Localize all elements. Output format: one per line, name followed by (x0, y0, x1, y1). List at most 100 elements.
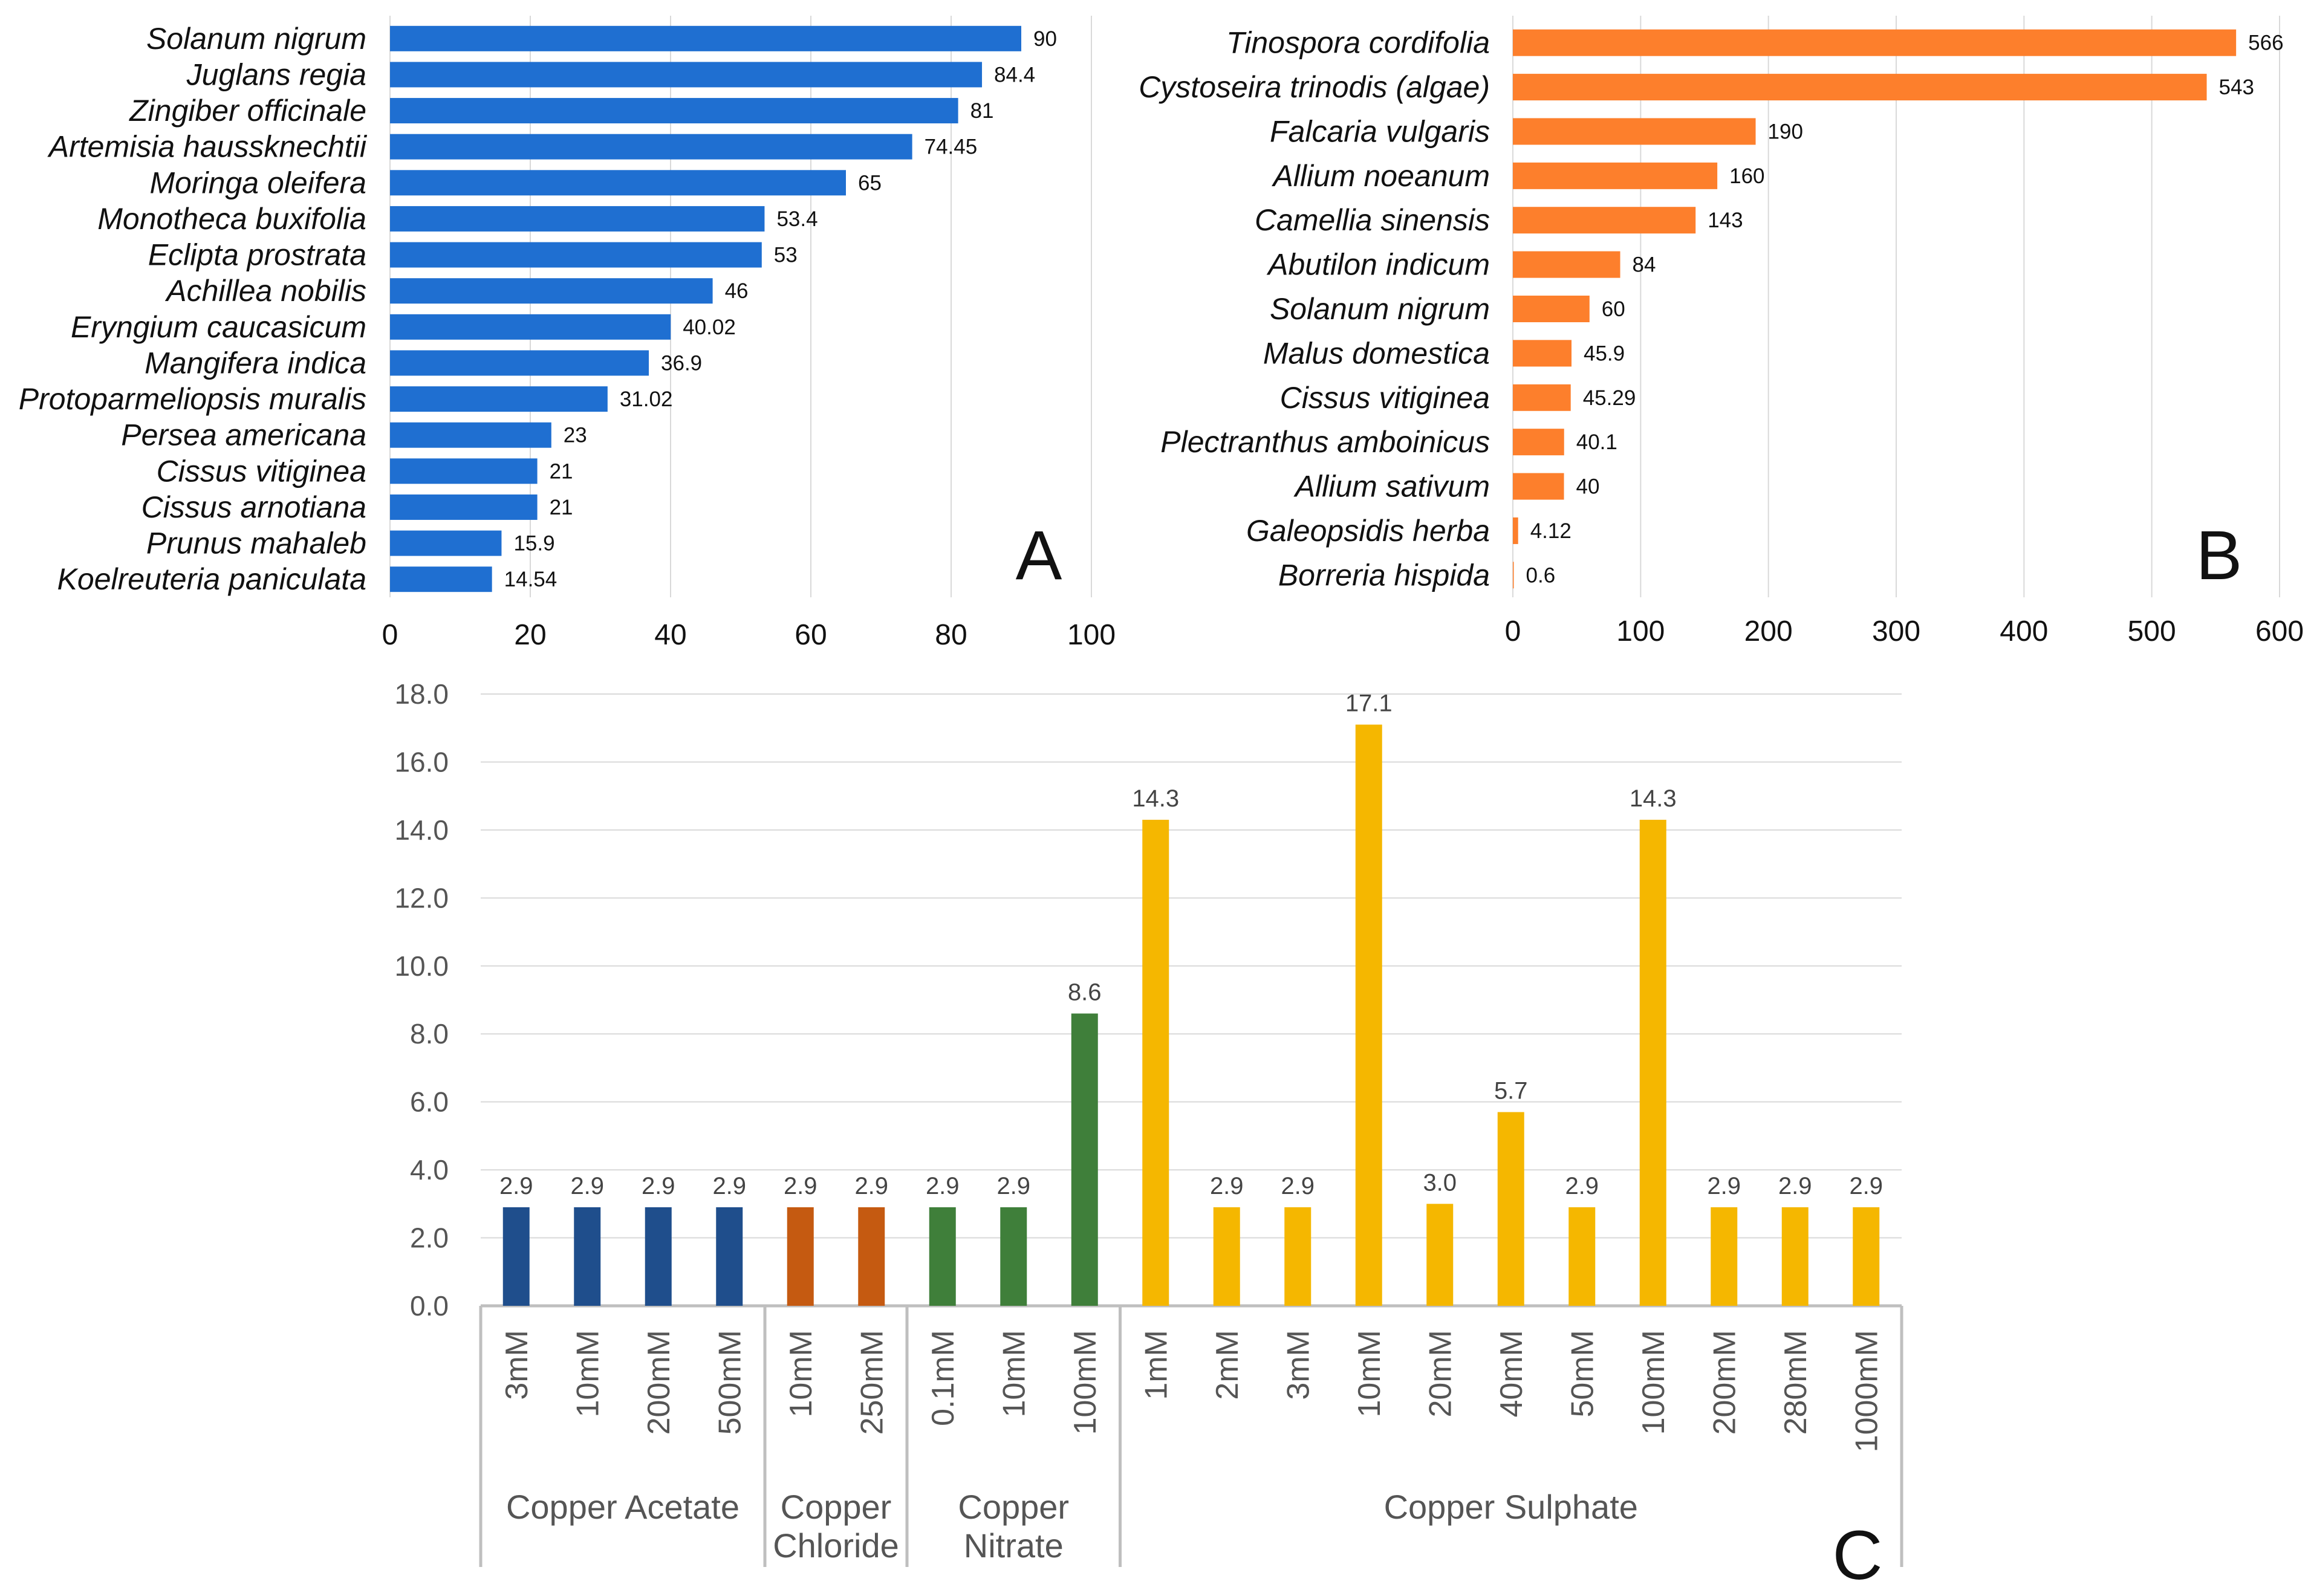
chart-a-data-label: 21 (550, 459, 573, 483)
chart-c-data-label: 2.9 (712, 1173, 746, 1199)
chart-a-category-label: Achillea nobilis (164, 274, 366, 308)
chart-c-group-label: Copper Acetate (506, 1488, 739, 1526)
chart-c-category-label: 3mM (1281, 1330, 1316, 1400)
chart-c-data-label: 2.9 (854, 1173, 888, 1199)
chart-a-data-label: 15.9 (513, 532, 554, 556)
chart-c-data-label: 2.9 (996, 1173, 1030, 1199)
chart-c-y-tick-label: 2.0 (410, 1222, 449, 1254)
chart-a-bar (390, 242, 762, 268)
chart-b-data-label: 143 (1708, 209, 1743, 232)
chart-c-data-label: 2.9 (570, 1173, 604, 1199)
chart-b-bar (1513, 74, 2207, 101)
chart-b-bar (1513, 517, 1518, 544)
chart-b-data-label: 40 (1576, 475, 1600, 499)
chart-a-data-label: 40.02 (683, 316, 736, 339)
chart-a-bar (390, 566, 492, 592)
chart-c-category-label: 100mM (1068, 1330, 1103, 1435)
chart-c-y-tick-label: 6.0 (410, 1086, 449, 1118)
chart-c-category-label: 10mM (1352, 1330, 1387, 1417)
chart-c-bar (1568, 1207, 1596, 1306)
chart-a-bar (390, 422, 551, 448)
chart-c-group-label: Copper Sulphate (1384, 1488, 1638, 1526)
chart-a-bar (390, 170, 846, 196)
chart-a-x-tick-label: 40 (654, 619, 686, 651)
chart-a-bar (390, 206, 765, 232)
chart-c-data-label: 17.1 (1345, 690, 1393, 717)
chart-c-data-label: 14.3 (1630, 785, 1677, 812)
chart-b-data-label: 566 (2248, 31, 2283, 55)
chart-a-data-label: 53 (774, 244, 798, 267)
chart-a-category-label: Moringa oleifera (149, 166, 366, 199)
chart-b-category-label: Allium sativum (1293, 470, 1490, 504)
chart-b-data-label: 190 (1768, 120, 1803, 143)
chart-a-x-tick-label: 60 (795, 619, 827, 651)
chart-c-bar (645, 1207, 672, 1306)
chart-c-category-label: 20mM (1423, 1330, 1458, 1417)
chart-c-bar (1853, 1207, 1880, 1306)
chart-c-category-label: 40mM (1494, 1330, 1529, 1417)
chart-c-bar (1071, 1013, 1098, 1306)
chart-b-bar (1513, 207, 1696, 234)
chart-c-y-tick-label: 12.0 (394, 882, 449, 913)
chart-c-category-label: 1mM (1139, 1330, 1174, 1400)
chart-a-category-label: Prunus mahaleb (146, 527, 366, 560)
chart-c-bar (1781, 1207, 1809, 1306)
chart-a-category-label: Cissus arnotiana (141, 490, 366, 524)
chart-c-category-label: 10mM (996, 1330, 1032, 1417)
chart-a-data-label: 65 (858, 171, 882, 195)
chart-c-bar (787, 1207, 814, 1306)
chart-b-data-label: 160 (1729, 164, 1764, 188)
chart-a-data-label: 21 (550, 496, 573, 519)
chart-a-bar (390, 458, 538, 484)
chart-c-data-label: 2.9 (1849, 1173, 1883, 1199)
chart-c-y-tick-label: 16.0 (394, 746, 449, 777)
chart-a-category-label: Eryngium caucasicum (71, 310, 366, 344)
chart-a-data-label: 74.45 (925, 135, 978, 159)
chart-c-bar (1639, 820, 1666, 1306)
chart-a-panel-label: A (1016, 517, 1062, 594)
chart-a-bar (390, 386, 608, 412)
chart-c-data-label: 3.0 (1423, 1169, 1457, 1196)
chart-a-category-label: Protoparmeliopsis muralis (19, 382, 366, 416)
chart-a-x-tick-label: 20 (514, 619, 546, 651)
chart-b-x-tick-label: 600 (2255, 615, 2304, 647)
chart-a-category-label: Monotheca buxifolia (97, 202, 366, 236)
chart-c-bar (502, 1207, 530, 1306)
chart-b-category-label: Falcaria vulgaris (1270, 114, 1490, 148)
chart-c-bar (1284, 1207, 1312, 1306)
chart-a-data-label: 84.4 (994, 63, 1035, 86)
chart-b-category-label: Malus domestica (1263, 336, 1490, 370)
chart-b-category-label: Borreria hispida (1278, 558, 1490, 592)
chart-c-bar (1000, 1207, 1027, 1306)
chart-c-data-label: 8.6 (1068, 979, 1102, 1005)
chart-b-category-label: Cystoseira trinodis (algae) (1139, 70, 1490, 104)
chart-c-y-tick-label: 4.0 (410, 1154, 449, 1186)
chart-a-category-label: Eclipta prostrata (148, 238, 366, 272)
chart-c-category-label: 50mM (1565, 1330, 1600, 1417)
chart-c-category-label: 500mM (712, 1330, 747, 1435)
chart-a-bar (390, 98, 958, 124)
chart-c-bar (574, 1207, 601, 1306)
chart-c-category-label: 280mM (1778, 1330, 1813, 1435)
chart-b-panel-label: B (2196, 517, 2243, 594)
chart-a-bar (390, 314, 671, 340)
chart-b-x-tick-label: 0 (1505, 615, 1521, 647)
chart-b-bar (1513, 562, 1514, 589)
chart-b-x-tick-label: 400 (2000, 615, 2048, 647)
chart-a-category-label: Mangifera indica (145, 346, 366, 380)
chart-a-category-label: Zingiber officinale (129, 94, 366, 128)
chart-b-bar (1513, 340, 1572, 367)
chart-b-data-label: 543 (2219, 76, 2254, 99)
chart-a-category-label: Artemisia haussknechtii (47, 130, 368, 164)
chart-b-data-label: 84 (1633, 253, 1656, 277)
chart-c-bar (858, 1207, 885, 1306)
chart-a-data-label: 46 (725, 279, 749, 303)
chart-a-data-label: 23 (564, 424, 587, 447)
chart-a-x-tick-label: 100 (1067, 619, 1116, 651)
chart-a-category-label: Persea americana (121, 418, 366, 452)
chart-c-data-label: 2.9 (926, 1173, 960, 1199)
chart-a-x-tick-label: 0 (382, 619, 398, 651)
chart-c-group-label: Copper (958, 1488, 1069, 1526)
chart-c-category-label: 2mM (1210, 1330, 1245, 1400)
